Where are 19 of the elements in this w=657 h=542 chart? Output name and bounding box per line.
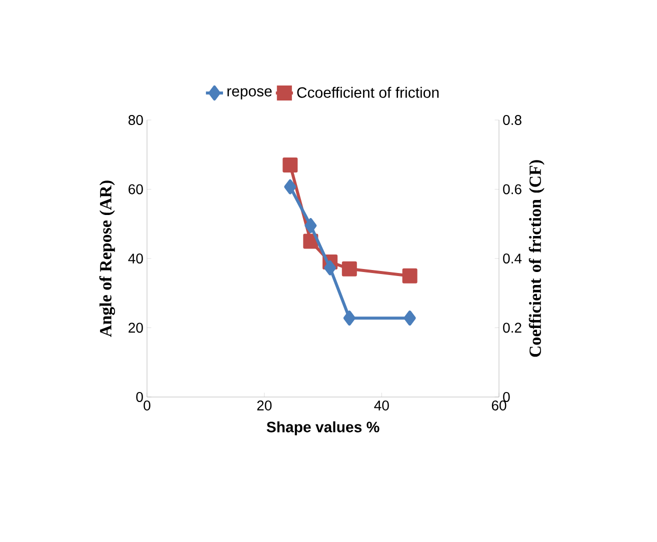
legend-label: Ccoefficient of friction xyxy=(297,86,439,98)
y2-tick-label: 0 xyxy=(503,392,510,402)
y-tick-label: 0 xyxy=(136,392,143,402)
y-tick-label: 40 xyxy=(128,254,143,264)
x-tick-label: 20 xyxy=(257,400,272,410)
y2-tick-label: 0.2 xyxy=(503,322,522,333)
y2-axis-title: Coefficient of friction (CF) xyxy=(528,160,544,357)
x-axis-title: Shape values % xyxy=(266,421,380,436)
y2-tick-label: 0.8 xyxy=(503,115,522,125)
y2-tick-label: 0.4 xyxy=(503,254,522,264)
y-tick-label: 20 xyxy=(128,322,143,333)
y-tick-label: 60 xyxy=(128,184,143,194)
x-tick-label: 40 xyxy=(374,400,389,410)
x-tick-label: 0 xyxy=(144,400,150,410)
y2-tick-label: 0.6 xyxy=(503,184,522,194)
x-tick-label: 60 xyxy=(492,400,506,410)
legend-label: repose xyxy=(227,88,272,100)
y-tick-label: 80 xyxy=(128,115,143,125)
y-axis-title: Angle of Repose (AR) xyxy=(99,180,116,337)
